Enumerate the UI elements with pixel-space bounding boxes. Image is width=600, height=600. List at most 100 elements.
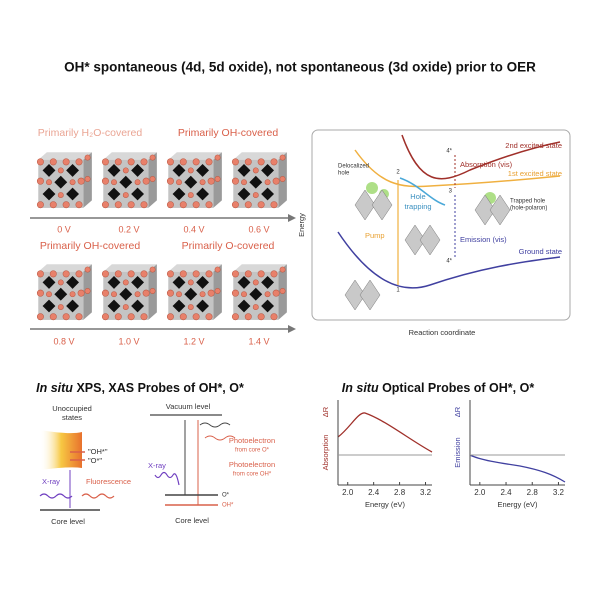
point-label: 4* bbox=[446, 149, 452, 155]
shape bbox=[101, 263, 158, 321]
point-label: 3 bbox=[449, 189, 453, 195]
octahedra bbox=[344, 189, 511, 311]
x-tick-label: 2.8 bbox=[394, 488, 406, 497]
delta-label: ΔR bbox=[453, 406, 462, 417]
trapping-label: Hole bbox=[410, 192, 425, 201]
pump-label: Pump bbox=[365, 231, 385, 240]
state-label: 2nd excited state bbox=[505, 141, 562, 150]
potential: 1.4 V bbox=[248, 336, 269, 346]
shape bbox=[366, 182, 378, 194]
shape bbox=[489, 194, 511, 226]
photo-label: from core O* bbox=[235, 448, 270, 454]
xray-wave bbox=[39, 493, 73, 499]
title-italic: In situ bbox=[36, 381, 73, 395]
level-label: O* bbox=[222, 493, 230, 499]
figure-title: OH* spontaneous (4d, 5d oxide), not spon… bbox=[64, 60, 536, 75]
y-axis-label: Absorption bbox=[321, 435, 330, 471]
title-rest: XPS, XAS Probes of OH*, O* bbox=[76, 381, 244, 395]
shape bbox=[101, 151, 158, 209]
title-rest: Optical Probes of OH*, O* bbox=[382, 381, 534, 395]
state-label: "OH*" bbox=[88, 447, 108, 456]
potential: 0.4 V bbox=[183, 224, 204, 234]
coverage-label: Primarily H₂O-covered bbox=[38, 127, 143, 139]
hole-label: Trapped hole bbox=[510, 199, 546, 205]
point-label: 2 bbox=[396, 170, 400, 176]
level-label: Core level bbox=[51, 517, 85, 526]
shape bbox=[36, 151, 93, 209]
state-label: Ground state bbox=[519, 247, 562, 256]
shape bbox=[231, 263, 288, 321]
x-axis-label: Energy (eV) bbox=[365, 500, 406, 509]
trapping-curve bbox=[399, 177, 446, 206]
coverage-label: Primarily O-covered bbox=[182, 240, 275, 252]
state-label: "O*" bbox=[88, 456, 102, 465]
state-label: 1st excited state bbox=[508, 169, 562, 178]
x-tick-label: 2.0 bbox=[474, 488, 486, 497]
title-italic: In situ bbox=[342, 381, 379, 395]
x-tick-label: 2.4 bbox=[500, 488, 512, 497]
photo-label: from core OH* bbox=[233, 472, 272, 478]
crystal-row bbox=[36, 263, 288, 321]
point-label: 4* bbox=[446, 259, 452, 265]
shape bbox=[166, 263, 223, 321]
potential: 1.0 V bbox=[118, 336, 139, 346]
arrow-head bbox=[288, 325, 296, 333]
level-label: Vacuum level bbox=[166, 402, 211, 411]
diagram-frame bbox=[311, 129, 571, 321]
shape bbox=[166, 151, 223, 209]
x-tick-label: 3.2 bbox=[420, 488, 432, 497]
x-tick-label: 2.4 bbox=[368, 488, 380, 497]
fluorescence-label: Fluorescence bbox=[86, 477, 131, 486]
delta-label: ΔR bbox=[321, 406, 330, 417]
shape bbox=[359, 279, 381, 311]
potential: 0 V bbox=[57, 224, 71, 234]
fluorescence-wave bbox=[81, 493, 115, 499]
xray-label: X-ray bbox=[42, 477, 60, 486]
potential: 0.6 V bbox=[248, 224, 269, 234]
xray-wave bbox=[154, 471, 180, 486]
hole-label: (hole-polaron) bbox=[510, 206, 547, 212]
level-label: OH* bbox=[222, 503, 234, 509]
crystal-row bbox=[36, 151, 288, 209]
level-label: Core level bbox=[175, 516, 209, 525]
panel-title: In situ XPS, XAS Probes of OH*, O* bbox=[36, 381, 244, 395]
ground-curve bbox=[337, 231, 561, 289]
emission-curve bbox=[469, 454, 566, 483]
shape bbox=[36, 263, 93, 321]
shape bbox=[231, 151, 288, 209]
x-tick-label: 2.8 bbox=[527, 488, 539, 497]
hole-label: Delocalized bbox=[338, 164, 369, 170]
x-tick-label: 3.2 bbox=[553, 488, 565, 497]
photo-label: Photoelectron bbox=[229, 436, 275, 445]
potential: 1.2 V bbox=[183, 336, 204, 346]
panel-title: In situ Optical Probes of OH*, O* bbox=[342, 381, 535, 395]
photoelectron-wave bbox=[204, 435, 236, 441]
absorption-curve bbox=[337, 412, 433, 453]
level-label: Unoccupied bbox=[52, 404, 92, 413]
arrow-head bbox=[288, 214, 296, 222]
emission-label: Emission (vis) bbox=[460, 235, 507, 244]
axis-label: Reaction coordinate bbox=[409, 328, 476, 337]
photoelectron-wave bbox=[199, 422, 231, 428]
photo-label: Photoelectron bbox=[229, 460, 275, 469]
optical-plot: 2.0 2.4 2.8 3.2 Energy (eV) Emission ΔR bbox=[453, 400, 566, 509]
coverage-label: Primarily OH-covered bbox=[40, 240, 141, 252]
point-label: 1 bbox=[396, 288, 400, 294]
x-axis-label: Energy (eV) bbox=[497, 500, 538, 509]
absorption-label: Absorption (vis) bbox=[460, 160, 513, 169]
shape bbox=[419, 224, 441, 256]
potential: 0.8 V bbox=[53, 336, 74, 346]
second-excited-curve bbox=[401, 134, 561, 180]
level-label: states bbox=[62, 413, 82, 422]
y-axis-label: Emission bbox=[453, 437, 462, 467]
coverage-label: Primarily OH-covered bbox=[178, 127, 279, 139]
states-band bbox=[40, 430, 82, 470]
axis-label: Energy bbox=[297, 213, 306, 237]
first-excited-curve bbox=[354, 149, 561, 188]
optical-plot: 2.0 2.4 2.8 3.2 Energy (eV) Absorption ΔR bbox=[321, 400, 433, 509]
x-tick-label: 2.0 bbox=[342, 488, 354, 497]
hole-label: hole bbox=[338, 171, 350, 177]
potential: 0.2 V bbox=[118, 224, 139, 234]
trapping-label: trapping bbox=[404, 202, 431, 211]
